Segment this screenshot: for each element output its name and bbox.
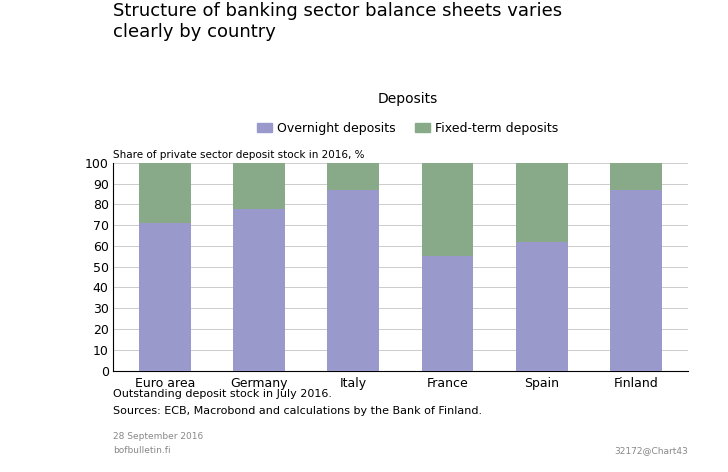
Bar	[139, 163, 191, 223]
Bar	[422, 163, 473, 256]
Bar	[610, 190, 662, 371]
Bar	[139, 223, 191, 371]
Bar	[516, 163, 568, 242]
Bar	[233, 163, 285, 209]
Bar	[328, 163, 379, 190]
Text: Outstanding deposit stock in July 2016.: Outstanding deposit stock in July 2016.	[113, 389, 332, 399]
Bar	[422, 256, 473, 371]
Bar	[328, 190, 379, 371]
Bar	[610, 163, 662, 190]
Text: 32172@Chart43: 32172@Chart43	[614, 446, 688, 455]
Text: Structure of banking sector balance sheets varies
clearly by country: Structure of banking sector balance shee…	[113, 2, 562, 41]
Legend: Overnight deposits, Fixed-term deposits: Overnight deposits, Fixed-term deposits	[258, 122, 558, 135]
Bar	[233, 209, 285, 371]
Bar	[516, 242, 568, 371]
Text: 28 September 2016: 28 September 2016	[113, 432, 203, 441]
Text: Deposits: Deposits	[378, 92, 438, 106]
Text: bofbulletin.fi: bofbulletin.fi	[113, 446, 170, 455]
Text: Sources: ECB, Macrobond and calculations by the Bank of Finland.: Sources: ECB, Macrobond and calculations…	[113, 406, 482, 416]
Text: Share of private sector deposit stock in 2016, %: Share of private sector deposit stock in…	[113, 151, 364, 160]
